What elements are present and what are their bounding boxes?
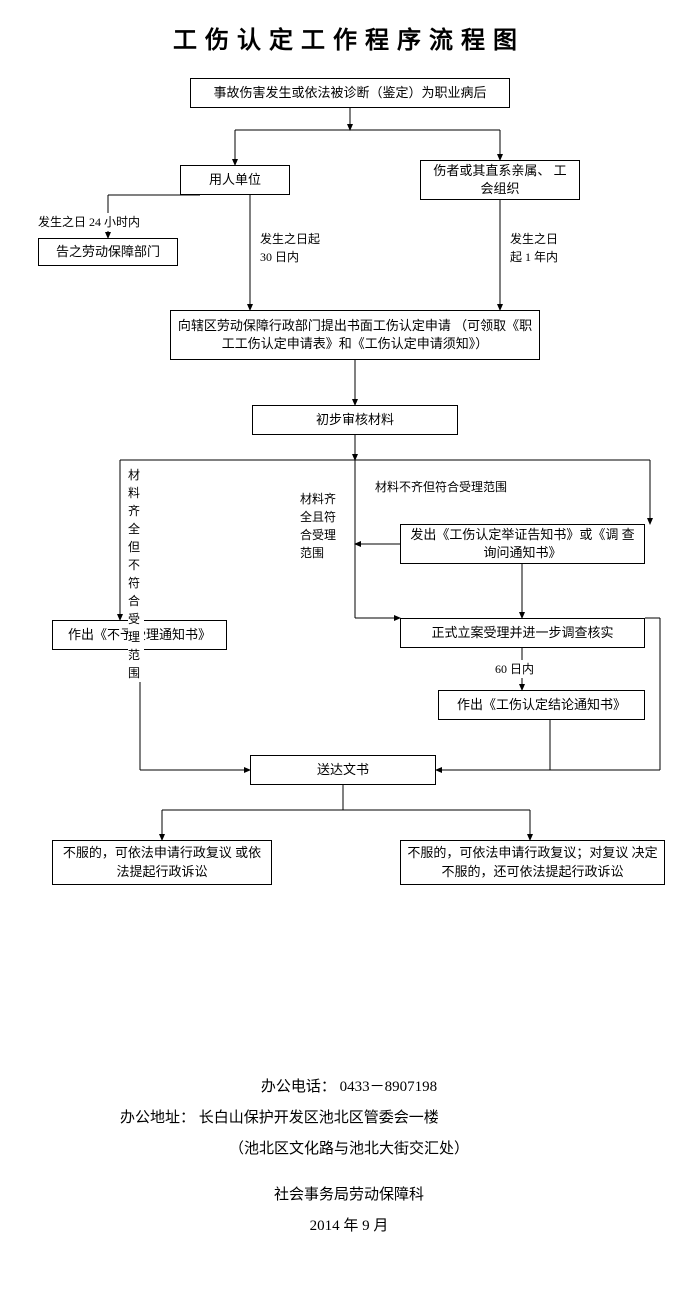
- label-l1y: 发生之日 起 1 年内: [510, 230, 558, 266]
- node-notify: 告之劳动保障部门: [38, 238, 178, 266]
- node-evidence: 发出《工伤认定举证告知书》或《调 查询问通知书》: [400, 524, 645, 564]
- addr-label: 办公地址：: [120, 1106, 195, 1127]
- addr-line2: （池北区文化路与池北大街交汇处）: [0, 1137, 698, 1158]
- node-start: 事故伤害发生或依法被诊断（鉴定）为职业病后: [190, 78, 510, 108]
- node-register: 正式立案受理并进一步调查核实: [400, 618, 645, 648]
- node-employer: 用人单位: [180, 165, 290, 195]
- label-l30d: 发生之日起 30 日内: [260, 230, 320, 266]
- node-apply: 向辖区劳动保障行政部门提出书面工伤认定申请 （可领取《职工工伤认定申请表》和《工…: [170, 310, 540, 360]
- addr-line1: 长白山保护开发区池北区管委会一楼: [199, 1110, 439, 1126]
- label-l24h: 发生之日 24 小时内: [38, 213, 140, 231]
- footer: 办公电话： 0433－8907198 办公地址： 长白山保护开发区池北区管委会一…: [0, 1065, 698, 1245]
- flowchart-canvas: 工伤认定工作程序流程图 办公电话： 0433－8907198 办公地址： 长白山…: [0, 0, 698, 1300]
- dept-name: 社会事务局劳动保障科: [0, 1183, 698, 1204]
- label-lFull: 材 料 齐 全 但 不 符 合 受 理 范 围: [128, 466, 144, 682]
- node-prelim: 初步审核材料: [252, 405, 458, 435]
- page-title: 工伤认定工作程序流程图: [0, 20, 698, 55]
- node-appeal2: 不服的，可依法申请行政复议；对复议 决定不服的，还可依法提起行政诉讼: [400, 840, 665, 885]
- label-lFullOK: 材料齐 全且符 合受理 范围: [300, 490, 336, 562]
- label-lMissing: 材料不齐但符合受理范围: [375, 478, 507, 496]
- node-conclude: 作出《工伤认定结论通知书》: [438, 690, 645, 720]
- phone-value: 0433－8907198: [340, 1079, 438, 1095]
- node-deliver: 送达文书: [250, 755, 436, 785]
- node-appeal1: 不服的，可依法申请行政复议 或依法提起行政诉讼: [52, 840, 272, 885]
- node-victim: 伤者或其直系亲属、 工会组织: [420, 160, 580, 200]
- phone-label: 办公电话：: [261, 1075, 336, 1096]
- label-l60d: 60 日内: [495, 660, 534, 678]
- footer-date: 2014 年 9 月: [0, 1214, 698, 1235]
